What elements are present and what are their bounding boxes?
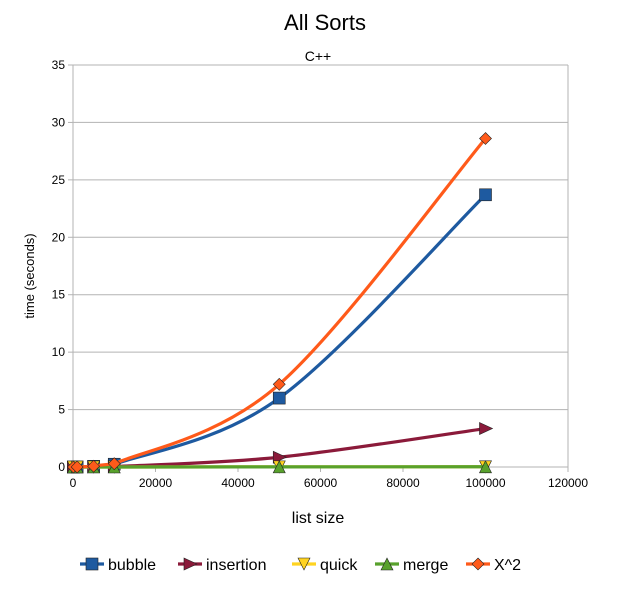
data-point xyxy=(70,460,84,474)
data-point xyxy=(479,132,492,145)
x-tick-label: 60000 xyxy=(304,476,338,490)
legend-item: insertion xyxy=(178,557,266,574)
data-point xyxy=(479,188,492,202)
data-point xyxy=(272,460,286,474)
y-tick-label: 35 xyxy=(52,58,66,72)
x-axis-label: list size xyxy=(292,510,345,527)
x-tick-label: 120000 xyxy=(548,476,588,490)
tick-labels: 0 5 10 15 20 25 30 35 0 20000 40000 60000 80000 10000… xyxy=(52,58,589,490)
data-point xyxy=(272,391,286,405)
legend-label: X^2 xyxy=(494,557,521,574)
legend-label: merge xyxy=(403,557,448,574)
data-point xyxy=(87,459,101,473)
y-tick-label: 25 xyxy=(52,173,66,187)
y-tick-label: 5 xyxy=(58,403,65,417)
legend-label: bubble xyxy=(108,557,156,574)
y-axis-label: time (seconds) xyxy=(22,233,37,318)
y-tick-label: 0 xyxy=(58,460,65,474)
series-merge xyxy=(66,460,492,474)
legend: bubble insertion quick merge X^2 xyxy=(80,557,521,574)
x-tick-label: 40000 xyxy=(221,476,255,490)
data-point xyxy=(107,457,121,471)
series-group xyxy=(66,132,494,474)
chart-subtitle: C++ xyxy=(305,48,331,64)
legend-label: quick xyxy=(320,557,358,574)
legend-item: bubble xyxy=(80,557,156,574)
grid-lines xyxy=(73,64,568,468)
chart-title: All Sorts xyxy=(284,10,366,35)
legend-marker xyxy=(380,557,394,571)
series-line xyxy=(71,136,488,469)
legend-marker xyxy=(183,557,198,571)
legend-marker xyxy=(471,557,485,571)
legend-item: quick xyxy=(292,557,358,574)
legend-marker xyxy=(297,557,311,571)
data-point xyxy=(479,460,492,474)
legend-item: X^2 xyxy=(466,557,521,574)
x-tick-label: 20000 xyxy=(139,476,173,490)
y-tick-label: 20 xyxy=(52,230,66,244)
x-tick-label: 100000 xyxy=(465,476,505,490)
axes xyxy=(68,64,569,472)
y-tick-label: 30 xyxy=(52,115,66,129)
legend-label: insertion xyxy=(206,557,266,574)
y-tick-label: 15 xyxy=(52,288,66,302)
series-x-2 xyxy=(66,132,492,474)
data-point xyxy=(272,450,287,464)
x-tick-label: 80000 xyxy=(386,476,420,490)
series-bubble xyxy=(67,188,492,474)
x-tick-label: 0 xyxy=(70,476,77,490)
data-point xyxy=(272,377,286,391)
y-tick-label: 10 xyxy=(52,345,66,359)
legend-marker xyxy=(85,557,99,571)
data-point xyxy=(479,422,494,435)
legend-item: merge xyxy=(375,557,448,574)
series-line xyxy=(71,193,488,469)
